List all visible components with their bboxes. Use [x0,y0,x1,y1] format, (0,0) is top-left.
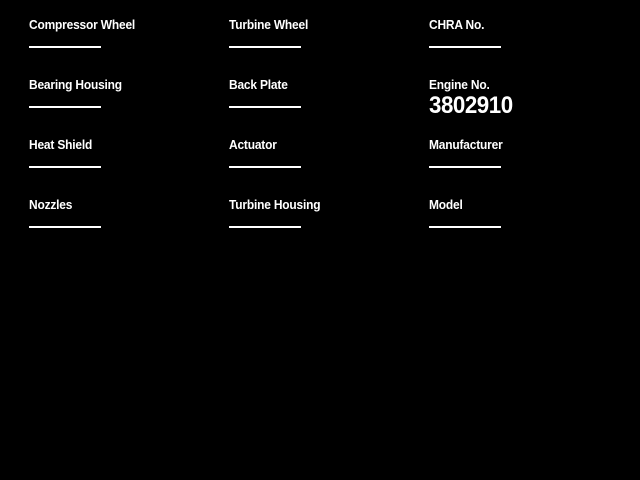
field-label: CHRA No. [429,17,485,32]
field-underline[interactable] [29,106,101,108]
field-underline[interactable] [29,46,101,48]
field-label: Heat Shield [29,137,93,152]
field-heat-shield[interactable]: Heat Shield [29,137,219,168]
field-model[interactable]: Model [429,197,619,228]
field-label: Engine No. [429,77,490,92]
field-compressor-wheel[interactable]: Compressor Wheel [29,17,219,48]
field-label: Actuator [229,137,277,152]
field-label: Model [429,197,463,212]
field-nozzles[interactable]: Nozzles [29,197,219,228]
field-manufacturer[interactable]: Manufacturer [429,137,619,168]
field-turbine-wheel[interactable]: Turbine Wheel [229,17,419,48]
field-underline[interactable] [229,166,301,168]
field-chra-no[interactable]: CHRA No. [429,17,619,48]
field-label: Compressor Wheel [29,17,136,32]
field-underline[interactable] [29,226,101,228]
field-label: Nozzles [29,197,73,212]
field-label: Turbine Housing [229,197,321,212]
field-actuator[interactable]: Actuator [229,137,419,168]
field-label: Bearing Housing [29,77,122,92]
field-bearing-housing[interactable]: Bearing Housing [29,77,219,108]
field-label: Turbine Wheel [229,17,309,32]
field-underline[interactable] [229,106,301,108]
field-underline[interactable] [429,226,501,228]
field-underline[interactable] [229,46,301,48]
field-back-plate[interactable]: Back Plate [229,77,419,108]
field-label: Manufacturer [429,137,503,152]
field-label: Back Plate [229,77,288,92]
field-underline[interactable] [229,226,301,228]
field-engine-no[interactable]: Engine No. 3802910 [429,77,619,118]
field-value-engine-no[interactable]: 3802910 [429,92,513,119]
field-underline[interactable] [429,46,501,48]
field-underline[interactable] [29,166,101,168]
field-turbine-housing[interactable]: Turbine Housing [229,197,419,228]
field-underline[interactable] [429,166,501,168]
